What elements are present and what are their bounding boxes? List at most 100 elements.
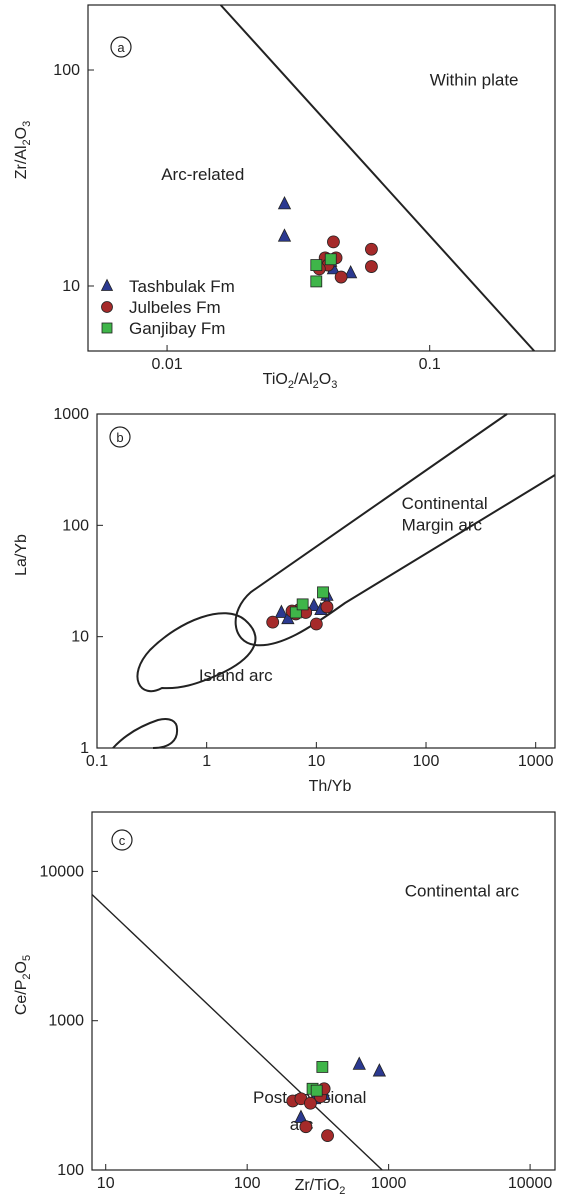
xlabel-part-1: Zr/TiO — [295, 1177, 340, 1194]
panel-a-boundary-lines — [219, 4, 535, 352]
data-point-circle — [299, 1120, 313, 1134]
xlabel-part-1: TiO — [263, 371, 288, 388]
panel-c-x-axis-label: Zr/TiO2 — [295, 1177, 346, 1194]
data-point-circle — [321, 1129, 334, 1142]
boundary-line — [219, 4, 535, 352]
panel-b-y-axis-label: La/Yb — [13, 534, 30, 576]
x-tick-label: 1 — [202, 753, 211, 770]
data-point-triangle — [372, 1063, 387, 1077]
y-tick-label: 100 — [53, 62, 80, 79]
y-tick-label: 10 — [71, 629, 89, 646]
legend-marker-square — [101, 322, 113, 334]
region-label: Margin arc — [402, 515, 483, 534]
y-tick-label: 100 — [62, 517, 89, 534]
panel-b-badge-label: b — [116, 430, 123, 445]
panel-a-legend: Tashbulak Fm Julbeles Fm Ganjibay Fm — [100, 277, 235, 338]
y-tick-label: 1 — [80, 740, 89, 757]
x-tick-label: 0.1 — [86, 753, 108, 770]
ylabel-part-3: O — [13, 961, 30, 973]
y-tick-label: 1000 — [53, 406, 89, 423]
data-point-triangle — [274, 604, 289, 618]
data-point-triangle — [277, 228, 292, 242]
data-point-square — [310, 1084, 323, 1097]
y-tick-label: 100 — [57, 1162, 84, 1179]
data-point-circle — [327, 235, 340, 249]
panel-a-badge: a — [110, 36, 132, 58]
region-label: Continental arc — [405, 881, 520, 900]
region-label: Within plate — [430, 70, 519, 89]
panel-a-plot-frame — [87, 4, 556, 352]
data-point-triangle — [277, 195, 292, 210]
panel-a-region-labels: Within plate Arc-related — [161, 70, 518, 184]
panel-b-data-points — [266, 586, 334, 631]
data-point-circle — [320, 600, 334, 614]
boundary-line — [91, 894, 383, 1171]
ylabel-part-1: Ce/P — [13, 980, 30, 1016]
data-point-square — [310, 275, 323, 288]
data-point-circle — [266, 615, 280, 629]
region-label: Arc-related — [161, 165, 244, 184]
panel-b-field-boundaries — [112, 413, 556, 749]
xlabel-part-2: 2 — [339, 1185, 345, 1194]
data-point-square — [317, 586, 329, 599]
panel-c-badge: c — [111, 829, 133, 851]
island-arc-field — [136, 612, 257, 693]
ylabel-part-1: Zr/Al — [13, 145, 30, 179]
ylabel-part-2: 2 — [21, 973, 33, 979]
data-point-triangle — [352, 1056, 366, 1070]
x-tick-label: 0.01 — [151, 356, 182, 373]
x-tick-label: 1000 — [371, 1175, 407, 1192]
xlabel-part-2: 2 — [288, 379, 294, 391]
data-point-circle — [304, 1096, 317, 1110]
x-tick-label: 10000 — [508, 1175, 553, 1192]
panel-c-badge-label: c — [119, 833, 126, 848]
legend-label: Tashbulak Fm — [129, 277, 235, 296]
legend-marker-triangle — [100, 278, 114, 291]
ylabel-part-3: O — [13, 127, 30, 139]
y-tick-label: 10000 — [40, 863, 85, 880]
ylabel-part-2: 2 — [21, 139, 33, 145]
data-point-square — [310, 259, 323, 271]
panel-b-badge: b — [109, 426, 131, 448]
data-point-square — [289, 606, 302, 619]
data-point-circle — [309, 617, 323, 631]
x-tick-label: 100 — [413, 753, 440, 770]
panel-c-ticks: 10 100 1000 10000 100 1000 10000 — [40, 863, 553, 1192]
panel-a-badge-circle — [110, 36, 132, 58]
xlabel-part-4: 2 — [313, 379, 319, 391]
data-point-circle — [334, 270, 348, 284]
x-tick-label: 10 — [307, 753, 325, 770]
x-tick-label: 1000 — [518, 753, 554, 770]
panel-c-badge-circle — [111, 829, 133, 851]
y-tick-label: 1000 — [48, 1013, 84, 1030]
legend-label: Ganjibay Fm — [129, 319, 225, 338]
panel-c-boundary-lines — [91, 894, 383, 1171]
lower-island-arc-field — [112, 718, 179, 749]
data-point-circle — [365, 242, 378, 256]
data-point-square — [296, 598, 309, 611]
xlabel-part-6: 3 — [331, 379, 337, 391]
panel-a-y-axis-label: Zr/Al2O3 — [13, 121, 33, 179]
data-point-triangle — [343, 264, 358, 279]
x-tick-label: 10 — [97, 1175, 115, 1192]
panel-b-x-axis-label: Th/Yb — [309, 778, 352, 795]
panel-a: a 0.01 0.1 10 100 Within plate Arc-related T… — [13, 4, 556, 391]
xlabel-part-1: Th/Yb — [309, 778, 352, 795]
panel-b-plot-frame — [96, 413, 556, 749]
data-point-circle — [365, 260, 378, 273]
region-label: Continental — [402, 494, 488, 513]
data-point-square — [316, 1061, 329, 1073]
panel-c-y-axis-label: Ce/P2O5 — [13, 955, 33, 1015]
panel-a-badge-label: a — [117, 40, 125, 55]
data-point-triangle — [294, 1109, 308, 1123]
data-point-square — [324, 253, 337, 266]
data-point-triangle — [307, 597, 321, 612]
ylabel-part-4: 3 — [21, 121, 33, 127]
y-tick-label: 10 — [62, 278, 80, 295]
panel-c-plot-frame — [91, 811, 556, 1171]
panel-c: c 10 100 1000 10000 100 1000 10000 Continental… — [13, 811, 556, 1194]
panel-a-x-axis-label: TiO2/Al2O3 — [263, 371, 338, 391]
